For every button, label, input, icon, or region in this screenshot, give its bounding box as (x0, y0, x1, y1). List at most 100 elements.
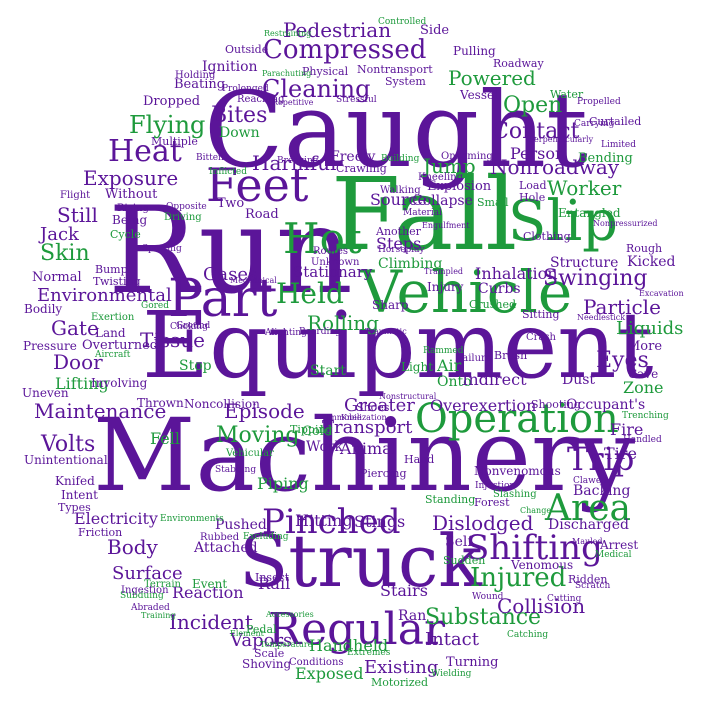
word-driving: Driving (164, 212, 202, 223)
word-bites: Bites (211, 103, 268, 128)
word-bitten: Bitten (196, 153, 224, 163)
word-pushed: Pushed (215, 517, 267, 533)
word-nonvenomous: Nonvenomous (474, 464, 561, 478)
word-sudden: Sudden (443, 554, 486, 567)
word-crash: Crash (526, 332, 556, 343)
word-ran: Ran (398, 608, 427, 624)
word-routes: Routes (313, 246, 349, 257)
word-collision: Collision (497, 594, 586, 618)
word-collapse: Collapse (412, 193, 473, 209)
word-dropped: Dropped (143, 94, 201, 109)
word-work: Work (306, 439, 344, 455)
word-pinched: Pinched (262, 502, 401, 542)
word-onto: Onto (437, 374, 472, 390)
word-beating: Beating (174, 77, 226, 92)
word-unknown: Unknown (311, 257, 360, 268)
word-machinery: Machinery (93, 397, 636, 514)
word-stairs: Stairs (380, 581, 428, 600)
word-shifting: Shifting (466, 528, 603, 568)
word-another: Another (376, 225, 421, 238)
word-traumatic: Traumatic (365, 327, 407, 336)
word-forest: Forest (474, 496, 510, 509)
word-overexertion: Overexertion (430, 396, 537, 415)
word-types: Types (58, 501, 91, 514)
word-boarding: Boarding (299, 327, 341, 337)
word-multiple: Multiple (151, 135, 198, 148)
word-rising: Rising (117, 203, 149, 214)
word-tire: Tire (604, 444, 637, 463)
word-unintentional: Unintentional (24, 453, 108, 467)
word-medical: Medical (595, 550, 632, 560)
word-discharged: Discharged (548, 517, 629, 533)
word-stabbing: Stabbing (215, 465, 257, 475)
word-structure: Structure (550, 255, 619, 271)
word-attached: Attached (194, 540, 258, 556)
word-feet: Feet (206, 158, 309, 212)
word-handheld: Handheld (309, 636, 389, 655)
word-ground: Ground (176, 321, 211, 331)
word-mechanical: Mechanical (230, 276, 277, 285)
word-clothing: Clothing (523, 230, 571, 243)
word-failure: Failure (456, 353, 492, 364)
word-parachuting: Parachuting (262, 69, 312, 78)
word-intent: Intent (61, 488, 98, 502)
word-bodily: Bodily (24, 302, 63, 316)
word-accessories: Accessories (266, 610, 314, 619)
word-vapors: Vapors (230, 630, 293, 651)
word-inflicted: Inflicted (209, 167, 247, 177)
word-nonstructural: Nonstructural (379, 392, 437, 401)
word-catching: Catching (507, 630, 549, 640)
word-intact: Intact (425, 629, 479, 650)
word-piercing: Piercing (360, 467, 407, 480)
word-pedestrian: Pedestrian (283, 18, 392, 42)
word-open: Open (503, 93, 563, 118)
word-crawling: Crawling (336, 162, 387, 175)
word-opposite: Opposite (166, 202, 207, 212)
word-conditions: Conditions (289, 657, 344, 668)
word-element: Element (230, 629, 264, 638)
word-two: Two (217, 196, 245, 211)
word-choking: Choking (170, 322, 208, 332)
word-vessel: Vessel (460, 88, 498, 102)
word-cleaning: Cleaning (262, 75, 371, 103)
word-side: Side (420, 23, 450, 38)
word-episode: Episode (224, 399, 305, 423)
word-building: Building (381, 154, 420, 164)
word-cycle: Cycle (110, 228, 141, 241)
word-hole: Hole (519, 191, 546, 204)
word-dislodged: Dislodged (432, 511, 534, 535)
word-ridden: Ridden (568, 573, 608, 586)
word-slashing: Slashing (493, 489, 537, 500)
word-more: More (627, 339, 663, 354)
word-change: Change (520, 506, 552, 515)
word-normal: Normal (32, 270, 82, 285)
word-kneeling: Kneeling (418, 172, 463, 183)
word-turning: Turning (446, 655, 499, 670)
word-abraded: Abraded (131, 603, 170, 613)
word-vehicle: Vehicle (360, 258, 573, 326)
word-operation: Operation (415, 396, 619, 442)
word-still: Still (57, 203, 98, 227)
word-carrying: Carrying (574, 119, 615, 129)
word-equipment: Equipment (142, 292, 654, 399)
word-struck: Struck (239, 519, 482, 603)
word-load: Load (519, 179, 547, 192)
word-fell: Fell (150, 429, 180, 448)
word-down: Down (219, 125, 260, 141)
word-subduing: Subduing (120, 591, 164, 601)
word-stings: Stings (354, 512, 406, 531)
word-area: Area (545, 488, 631, 529)
word-skin: Skin (40, 241, 90, 266)
word-shoving: Shoving (242, 657, 292, 671)
word-roadway: Roadway (493, 57, 544, 70)
word-aircraft: Aircraft (95, 350, 131, 360)
word-light: Light (401, 360, 434, 374)
word-extremes: Extremes (347, 648, 391, 658)
word-repetitive: Repetitive (272, 98, 314, 107)
word-twisting: Twisting (93, 275, 141, 288)
word-zone: Zone (623, 378, 664, 397)
word-material: Material (403, 208, 442, 218)
word-worker: Worker (547, 176, 622, 200)
word-jump: Jump (423, 154, 476, 178)
